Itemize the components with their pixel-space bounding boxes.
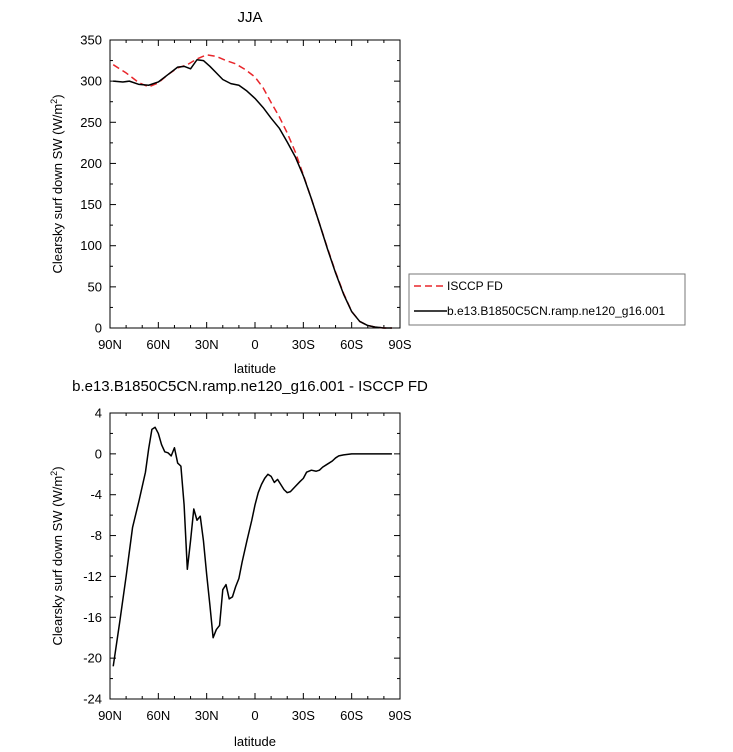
panel-jja-legend: ISCCP FD b.e13.B1850C5CN.ramp.ne120_g16.… [408, 273, 686, 326]
panel-jja-y-tick-label: 100 [80, 238, 102, 253]
panel-jja-x-axis-label: latitude [234, 361, 276, 376]
legend-frame [408, 273, 686, 326]
panel-difference-y-tick-label: -16 [83, 610, 102, 625]
panel-difference-y-tick-label: 4 [95, 406, 102, 421]
panel-jja-y-axis-label: Clearsky surf down SW (W/m2) [49, 94, 65, 273]
panel-difference-y-tick-label: -8 [90, 528, 102, 543]
panel-difference-x-tick-label: 60N [146, 708, 170, 723]
panel-difference-x-axis-label: latitude [234, 734, 276, 749]
panel-difference-y-tick-label: -4 [90, 487, 102, 502]
panel-jja-y-tick-label: 50 [88, 279, 102, 294]
panel-difference-x-tick-label: 0 [251, 708, 258, 723]
panel-jja-x-tick-label: 60N [146, 337, 170, 352]
panel-difference-y-tick-label: -24 [83, 692, 102, 707]
panel-jja-x-tick-label: 60S [340, 337, 363, 352]
panel-difference-y-axis-label: Clearsky surf down SW (W/m2) [49, 466, 65, 645]
panel-difference-y-tick-label: -20 [83, 651, 102, 666]
legend-label-isccp-fd: ISCCP FD [447, 279, 503, 293]
panel-jja-y-tick-label: 300 [80, 74, 102, 89]
panel-jja-title: JJA [237, 9, 262, 26]
panel-difference-title: b.e13.B1850C5CN.ramp.ne120_g16.001 - ISC… [72, 378, 428, 395]
panel-difference-y-tick-label: -12 [83, 569, 102, 584]
panel-difference-x-tick-label: 30S [292, 708, 315, 723]
panel-jja-y-tick-label: 150 [80, 197, 102, 212]
panel-jja-x-tick-label: 90S [388, 337, 411, 352]
panel-difference-plot-frame [109, 412, 401, 700]
panel-jja-y-tick-label: 250 [80, 115, 102, 130]
panel-jja-x-tick-label: 30N [195, 337, 219, 352]
panel-jja-x-tick-label: 30S [292, 337, 315, 352]
legend-label-model: b.e13.B1850C5CN.ramp.ne120_g16.001 [447, 304, 665, 318]
panel-difference-x-tick-label: 90S [388, 708, 411, 723]
panel-jja-y-tick-label: 200 [80, 156, 102, 171]
panel-difference-x-tick-label: 60S [340, 708, 363, 723]
panel-jja-x-tick-label: 90N [98, 337, 122, 352]
panel-jja-series-line-1 [113, 59, 392, 329]
panel-difference: b.e13.B1850C5CN.ramp.ne120_g16.001 - ISC… [49, 378, 428, 749]
panel-jja-y-tick-label: 350 [80, 33, 102, 48]
panel-jja-y-tick-label: 0 [95, 321, 102, 336]
panel-difference-x-tick-label: 30N [195, 708, 219, 723]
panel-jja-x-tick-label: 0 [251, 337, 258, 352]
panel-difference-series-line-0 [112, 426, 392, 667]
panel-jja: JJA 90N 60N 30N 0 30S 60S 90S 0 50 100 150 200 250 30… [49, 9, 686, 376]
panel-difference-x-tick-label: 90N [98, 708, 122, 723]
panel-difference-y-tick-label: 0 [95, 446, 102, 461]
